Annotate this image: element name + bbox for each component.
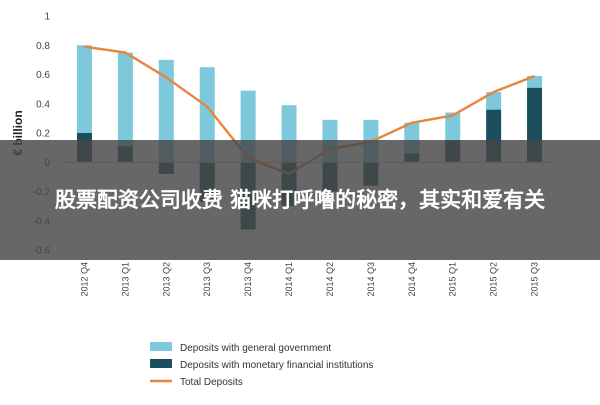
bar-general-government: [76, 45, 92, 133]
x-tick-label: 2015 Q3: [530, 262, 540, 297]
x-tick-label: 2013 Q4: [243, 262, 253, 297]
legend-monetary-institutions-swatch: [150, 359, 172, 368]
x-tick-label: 2014 Q1: [284, 262, 294, 297]
x-tick-label: 2013 Q1: [120, 262, 130, 297]
y-tick-label: 0.8: [36, 41, 50, 52]
y-tick-label: 0.6: [36, 70, 50, 81]
legend-total-deposits-label: Total Deposits: [180, 377, 243, 388]
x-tick-label: 2014 Q3: [366, 262, 376, 297]
bar-general-government: [486, 92, 502, 110]
x-tick-label: 2015 Q2: [489, 262, 499, 297]
bar-general-government: [527, 75, 543, 88]
x-tick-label: 2015 Q1: [448, 262, 458, 297]
y-tick-label: 0.2: [36, 129, 50, 140]
y-tick-label: 0.4: [36, 99, 50, 110]
legend-monetary-institutions-label: Deposits with monetary financial institu…: [180, 360, 373, 371]
x-tick-label: 2014 Q2: [325, 262, 335, 297]
x-tick-label: 2012 Q4: [79, 262, 89, 297]
x-tick-label: 2013 Q2: [161, 262, 171, 297]
bar-general-government: [199, 67, 215, 163]
caption-banner: 股票配资公司收费 猫咪打呼噜的秘密，其实和爱有关: [0, 140, 600, 260]
legend-general-government-swatch: [150, 342, 172, 351]
x-tick-label: 2013 Q3: [202, 262, 212, 297]
caption-text: 股票配资公司收费 猫咪打呼噜的秘密，其实和爱有关: [54, 188, 546, 212]
x-tick-label: 2014 Q4: [407, 262, 417, 297]
bar-general-government: [445, 112, 461, 141]
bar-general-government: [117, 52, 133, 147]
legend-general-government-label: Deposits with general government: [180, 343, 331, 354]
bar-general-government: [158, 59, 174, 163]
y-tick-label: 1: [44, 12, 50, 23]
